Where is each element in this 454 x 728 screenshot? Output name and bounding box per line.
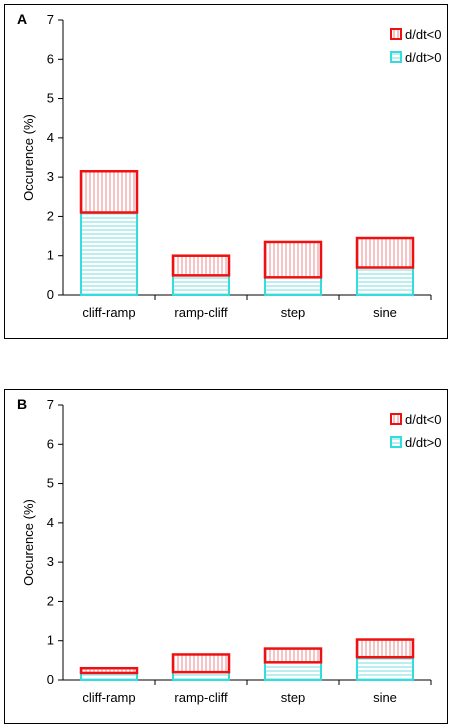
bar-negative-cliff-ramp <box>79 170 139 214</box>
bar-negative-step <box>263 647 323 664</box>
x-tick-label: ramp-cliff <box>174 690 228 705</box>
y-axis-title: Occurence (%) <box>21 114 36 201</box>
chart-a-svg: A 0 1 2 3 4 5 6 7 Occurence (%) cliff-ramp ramp-cli… <box>17 11 442 320</box>
legend-swatch <box>390 51 402 63</box>
bar-positive-cliff-ramp <box>80 211 138 296</box>
chart-b-svg: B 0 1 2 3 4 5 6 7 Occurence (%) cliff-ramp ramp-cli… <box>17 396 442 705</box>
x-tick-label: cliff-ramp <box>82 690 135 705</box>
bar-negative-ramp-cliff <box>171 653 231 674</box>
x-tick-label: sine <box>373 690 397 705</box>
panel-label: A <box>17 11 27 27</box>
y-tick-label: 2 <box>47 208 54 223</box>
y-tick-label: 4 <box>47 130 54 145</box>
x-tick-label: cliff-ramp <box>82 305 135 320</box>
y-tick-label: 0 <box>47 287 54 302</box>
bar-positive-sine <box>356 656 414 682</box>
legend-label: d/dt<0 <box>405 27 442 42</box>
y-tick-label: 1 <box>47 633 54 648</box>
x-tick-label: step <box>281 305 306 320</box>
legend-label: d/dt>0 <box>405 435 442 450</box>
legend-swatch <box>390 413 402 425</box>
bar-positive-sine <box>356 266 414 296</box>
legend-swatch <box>390 28 402 40</box>
chart-panel-b: B 0 1 2 3 4 5 6 7 Occurence (%) cliff-ramp ramp-cli… <box>4 389 448 724</box>
legend-swatch <box>390 436 402 448</box>
y-tick-label: 6 <box>47 51 54 66</box>
bar-negative-cliff-ramp <box>79 666 139 675</box>
bar-negative-sine <box>355 236 415 269</box>
y-tick-label: 1 <box>47 248 54 263</box>
bar-negative-sine <box>355 638 415 659</box>
legend-label: d/dt>0 <box>405 50 442 65</box>
chart-panel-a: A 0 1 2 3 4 5 6 7 Occurence (%) cliff-ramp ramp-cli… <box>4 4 448 339</box>
bar-negative-ramp-cliff <box>171 254 231 277</box>
x-tick-label: sine <box>373 305 397 320</box>
x-tick-label: step <box>281 690 306 705</box>
bar-positive-step <box>264 276 322 297</box>
bar-positive-step <box>264 661 322 682</box>
y-tick-label: 2 <box>47 593 54 608</box>
y-tick-label: 5 <box>47 91 54 106</box>
y-tick-label: 4 <box>47 515 54 530</box>
y-tick-label: 6 <box>47 436 54 451</box>
y-tick-label: 3 <box>47 169 54 184</box>
y-tick-label: 0 <box>47 672 54 687</box>
panel-label: B <box>17 396 27 412</box>
y-axis-title: Occurence (%) <box>21 499 36 586</box>
y-tick-label: 5 <box>47 476 54 491</box>
bar-positive-ramp-cliff <box>172 274 230 297</box>
legend-label: d/dt<0 <box>405 412 442 427</box>
y-tick-label: 3 <box>47 554 54 569</box>
y-tick-label: 7 <box>47 12 54 27</box>
bar-negative-step <box>263 240 323 279</box>
x-tick-label: ramp-cliff <box>174 305 228 320</box>
y-tick-label: 7 <box>47 397 54 412</box>
